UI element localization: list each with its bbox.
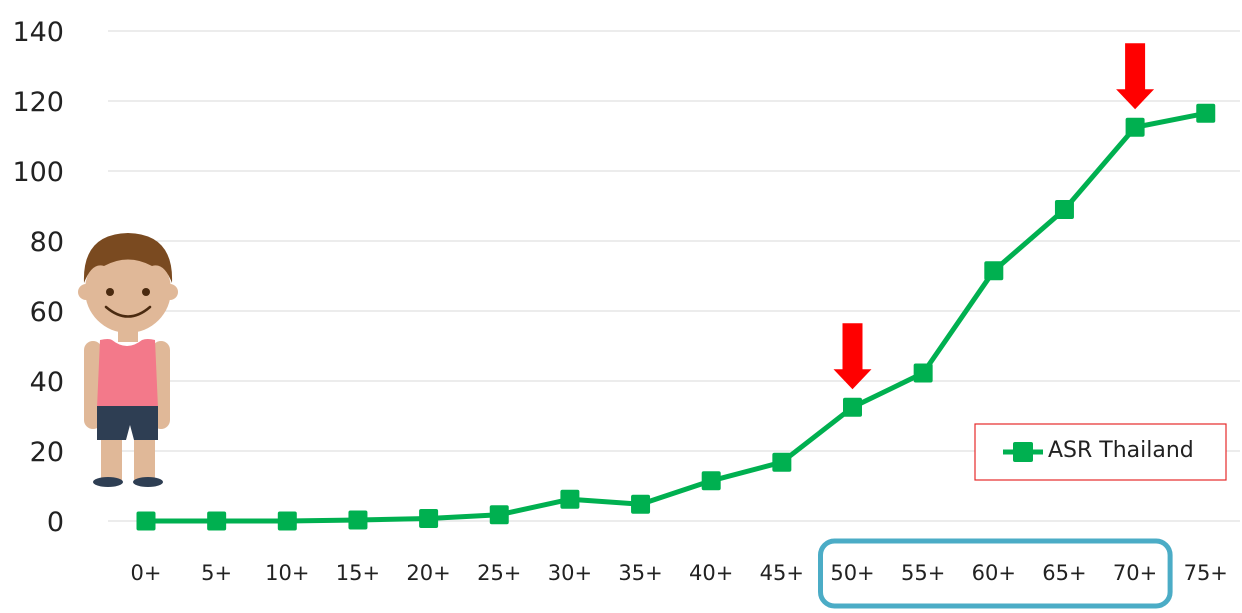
legend-marker-swatch bbox=[1013, 442, 1033, 462]
x-tick-label-35plus: 35+ bbox=[618, 561, 662, 585]
y-tick-label-140: 140 bbox=[12, 17, 64, 48]
x-tick-label-10plus: 10+ bbox=[265, 561, 309, 585]
boy-character-illustration bbox=[78, 233, 178, 487]
data-point-25plus bbox=[489, 505, 509, 525]
x-tick-label-70plus: 70+ bbox=[1113, 561, 1157, 585]
data-point-70plus bbox=[1125, 117, 1145, 137]
y-tick-label-60: 60 bbox=[30, 297, 64, 328]
x-tick-label-45plus: 45+ bbox=[760, 561, 804, 585]
highlight-arrows bbox=[833, 43, 1155, 390]
boy-left-shoe bbox=[93, 477, 123, 487]
y-tick-label-20: 20 bbox=[30, 437, 64, 468]
boy-right-eye bbox=[142, 288, 150, 296]
y-tick-label-40: 40 bbox=[30, 367, 64, 398]
x-tick-label-40plus: 40+ bbox=[689, 561, 733, 585]
x-tick-label-65plus: 65+ bbox=[1042, 561, 1086, 585]
data-point-5plus bbox=[207, 511, 227, 531]
data-point-75plus bbox=[1196, 103, 1216, 123]
y-tick-label-0: 0 bbox=[47, 507, 64, 538]
series-markers bbox=[136, 103, 1216, 531]
boy-smile bbox=[104, 305, 152, 318]
x-tick-label-50plus: 50+ bbox=[830, 561, 874, 585]
boy-right-leg bbox=[134, 440, 155, 480]
boy-left-leg bbox=[101, 440, 122, 480]
x-tick-label-25plus: 25+ bbox=[477, 561, 521, 585]
gridlines bbox=[108, 30, 1240, 522]
x-tick-label-0plus: 0+ bbox=[131, 561, 162, 585]
data-point-10plus bbox=[277, 511, 297, 531]
arrow-marker-50plus bbox=[833, 323, 872, 390]
x-tick-label-75plus: 75+ bbox=[1184, 561, 1228, 585]
y-axis-ticks: 0 20 40 60 80 100 120 140 bbox=[12, 17, 64, 538]
data-point-60plus bbox=[984, 261, 1004, 281]
x-tick-label-60plus: 60+ bbox=[972, 561, 1016, 585]
x-axis-ticks: 0+ 5+ 10+ 15+ 20+ 25+ 30+ 35+ 40+ 45+ 50+ 55+ 60+ 65+… bbox=[131, 561, 1228, 585]
boy-hair bbox=[83, 233, 173, 283]
boy-head bbox=[85, 247, 171, 333]
data-point-55plus bbox=[913, 363, 933, 383]
data-point-50plus bbox=[843, 397, 862, 417]
boy-left-eye bbox=[106, 288, 114, 296]
x-tick-label-55plus: 55+ bbox=[901, 561, 945, 585]
x-tick-label-5plus: 5+ bbox=[201, 561, 232, 585]
legend-label-asr-thailand: ASR Thailand bbox=[1048, 438, 1194, 463]
y-tick-label-80: 80 bbox=[30, 227, 64, 258]
data-point-20plus bbox=[419, 509, 439, 529]
age-range-highlight-box bbox=[818, 538, 1173, 609]
data-point-0plus bbox=[136, 511, 156, 531]
y-tick-label-120: 120 bbox=[12, 87, 64, 118]
data-point-30plus bbox=[560, 489, 580, 509]
arrow-marker-70plus bbox=[1116, 43, 1155, 110]
legend: ASR Thailand bbox=[974, 423, 1227, 481]
x-tick-label-15plus: 15+ bbox=[336, 561, 380, 585]
data-point-35plus bbox=[631, 494, 651, 514]
boy-right-shoe bbox=[133, 477, 163, 487]
boy-shorts bbox=[97, 406, 158, 440]
x-tick-label-30plus: 30+ bbox=[548, 561, 592, 585]
x-tick-label-20plus: 20+ bbox=[406, 561, 450, 585]
data-point-45plus bbox=[772, 452, 792, 472]
data-point-15plus bbox=[348, 510, 368, 530]
series-line-asr-thailand bbox=[146, 110, 1207, 524]
data-point-65plus bbox=[1054, 200, 1074, 219]
y-tick-label-100: 100 bbox=[12, 157, 64, 188]
data-point-40plus bbox=[701, 471, 721, 491]
boy-tank-top bbox=[97, 339, 158, 408]
